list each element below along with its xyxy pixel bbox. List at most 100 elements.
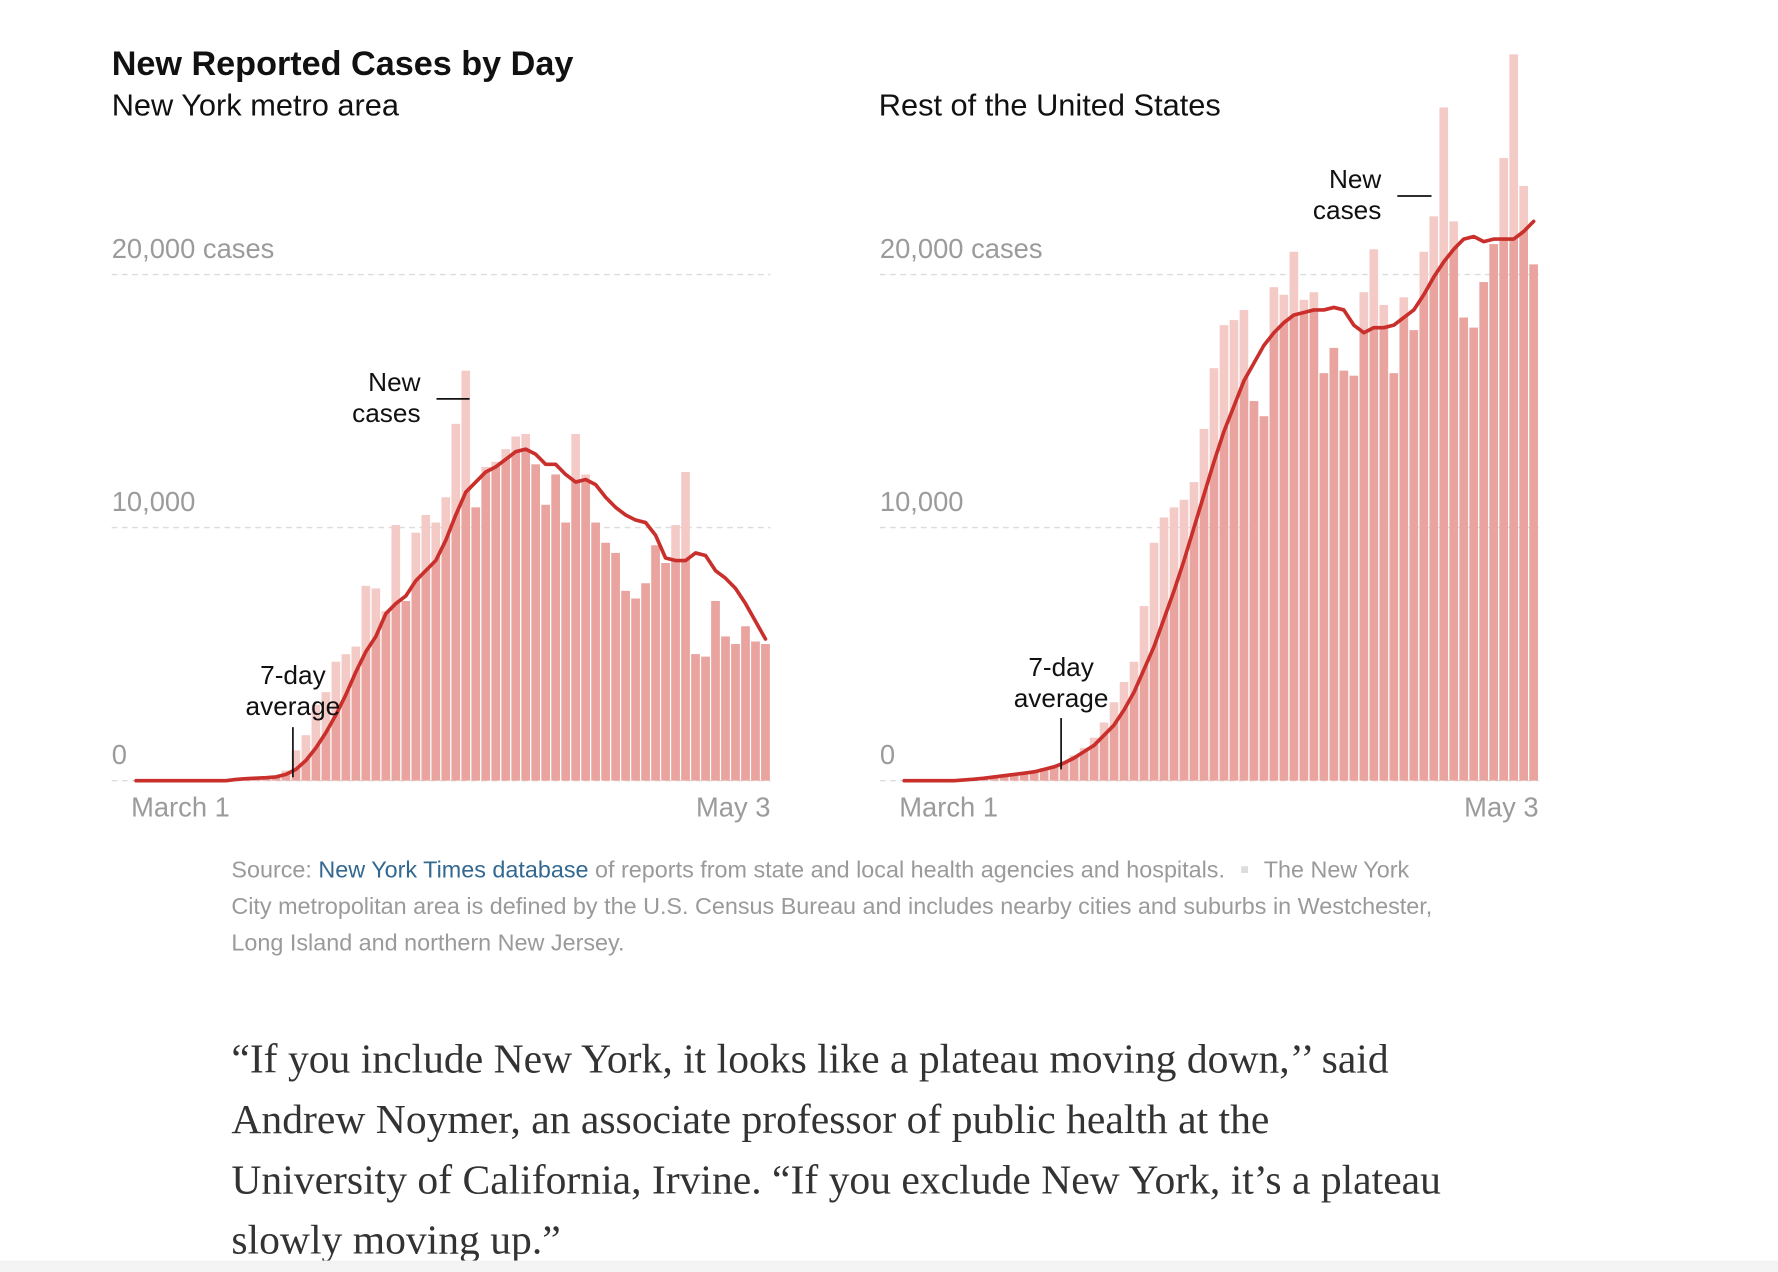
bar-shade — [491, 461, 501, 781]
bar-shade — [601, 542, 610, 781]
bar — [311, 704, 321, 781]
bar — [291, 750, 301, 781]
x-tick-label: March 1 — [131, 791, 230, 822]
bar-shade — [1099, 722, 1109, 781]
separator — [1240, 866, 1248, 874]
bar-shade — [461, 449, 471, 781]
bar-shade — [1039, 768, 1049, 781]
source-text: of reports from state and local health a… — [595, 857, 1225, 884]
bar-shade — [381, 611, 391, 781]
bar-shade — [1529, 264, 1538, 781]
bar-shade — [1219, 325, 1229, 781]
bar-shade — [361, 585, 371, 781]
bar-shade — [1409, 330, 1419, 781]
average-line — [134, 447, 768, 783]
bar-shade — [471, 507, 481, 781]
chart-title: New Reported Cases by Day — [112, 45, 574, 83]
bar-shade — [571, 449, 580, 781]
bar-shade — [521, 449, 531, 781]
bar-shade — [481, 466, 491, 781]
bar-shade — [1109, 702, 1119, 781]
bar-shade — [1129, 661, 1139, 781]
bar-shade — [691, 654, 700, 781]
bar-shade — [1059, 763, 1069, 781]
bar-shade — [681, 471, 690, 781]
bar-shade — [1189, 482, 1199, 781]
bar-shade — [661, 563, 670, 781]
bar-shade — [761, 644, 770, 781]
bar-shade — [711, 601, 720, 781]
bar-shade — [1089, 737, 1099, 781]
chart-subtitle: New York metro area — [112, 87, 400, 122]
bar-shade — [1369, 249, 1379, 781]
bar-shade — [731, 644, 740, 781]
average-line — [902, 219, 1536, 783]
bar-shade — [1349, 375, 1359, 781]
bar-shade — [1449, 221, 1459, 781]
bar-shade — [999, 776, 1009, 781]
bar-shade — [321, 692, 331, 781]
bar-shade — [1069, 755, 1079, 781]
bar-shade — [1159, 517, 1169, 781]
bar-shade — [581, 474, 590, 781]
bar-shade — [671, 525, 680, 781]
bar-shade — [1009, 775, 1019, 781]
chart-subtitle: Rest of the United States — [879, 87, 1221, 122]
bar-shade — [1079, 747, 1089, 781]
bar-shade — [1399, 297, 1409, 781]
bar-shade — [351, 646, 361, 781]
bar-shade — [1119, 682, 1129, 781]
bar-shade — [1459, 317, 1469, 781]
source-prefix: Source: — [231, 857, 312, 884]
x-tick-label: May 3 — [696, 791, 770, 822]
bar-shade — [1339, 370, 1349, 781]
y-tick-label: 0 — [880, 739, 895, 770]
bar-shade — [1419, 251, 1429, 781]
bar-shade — [1259, 416, 1269, 781]
bar-shade — [1379, 304, 1389, 781]
bar-shade — [631, 598, 640, 781]
source-link[interactable]: New York Times database — [318, 857, 589, 884]
bar-shade — [551, 474, 560, 781]
bar-shade — [401, 601, 411, 781]
bar-shade — [591, 522, 600, 781]
bar-shade — [721, 636, 730, 781]
x-tick-label: March 1 — [899, 791, 998, 822]
bar-shade — [1319, 373, 1329, 781]
series-annotation: 7-day average — [1014, 652, 1109, 713]
bar-shade — [1239, 309, 1249, 781]
bar-shade — [421, 514, 431, 781]
bar-shade — [511, 449, 521, 781]
bar-shade — [411, 532, 421, 781]
bar-shade — [541, 504, 550, 781]
bar-shade — [1149, 542, 1159, 781]
bar-shade — [1429, 221, 1439, 781]
bar-shade — [1169, 507, 1179, 781]
bar-shade — [371, 588, 381, 781]
y-tick-label: 20,000 cases — [112, 233, 275, 264]
series-annotation: New cases — [1313, 164, 1382, 225]
bar-shade — [561, 522, 570, 781]
y-tick-label: 0 — [112, 739, 127, 770]
bar-shade — [1269, 287, 1279, 781]
bar-shade — [531, 464, 540, 781]
bar-shade — [701, 656, 710, 781]
bar-shade — [1469, 327, 1479, 781]
bottom-bar — [0, 1260, 1778, 1272]
bar-shade — [621, 590, 630, 781]
bar-shade — [1389, 373, 1399, 781]
bar-shade — [391, 525, 401, 781]
bar-shade — [1019, 773, 1029, 781]
y-tick-label: 10,000 — [112, 486, 196, 517]
bar-shade — [651, 545, 660, 781]
x-tick-label: May 3 — [1464, 791, 1538, 822]
bar-shade — [1249, 401, 1259, 781]
bar-shade — [1329, 347, 1339, 781]
bar-shade — [1139, 606, 1149, 781]
bar-shade — [611, 552, 620, 781]
bar-shade — [641, 583, 650, 781]
series-annotation: New cases — [352, 367, 421, 428]
bar-shade — [441, 497, 451, 781]
bar-shade — [331, 661, 341, 781]
